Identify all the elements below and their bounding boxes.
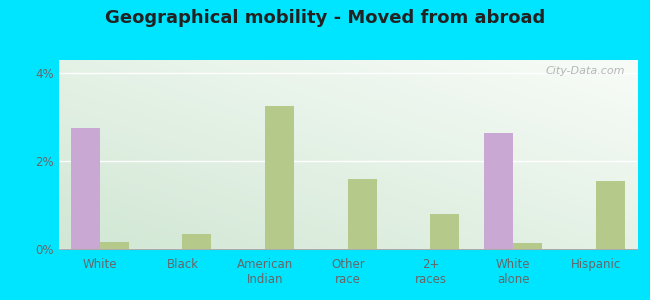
Bar bbox=[484, 133, 513, 249]
Bar bbox=[100, 242, 129, 249]
Text: Geographical mobility - Moved from abroad: Geographical mobility - Moved from abroa… bbox=[105, 9, 545, 27]
Bar bbox=[265, 106, 294, 249]
Bar bbox=[183, 234, 211, 249]
Bar bbox=[595, 181, 625, 249]
Bar bbox=[71, 128, 100, 249]
Bar bbox=[513, 243, 542, 249]
Bar bbox=[430, 214, 460, 249]
Text: City-Data.com: City-Data.com bbox=[546, 66, 625, 76]
Bar bbox=[348, 179, 377, 249]
